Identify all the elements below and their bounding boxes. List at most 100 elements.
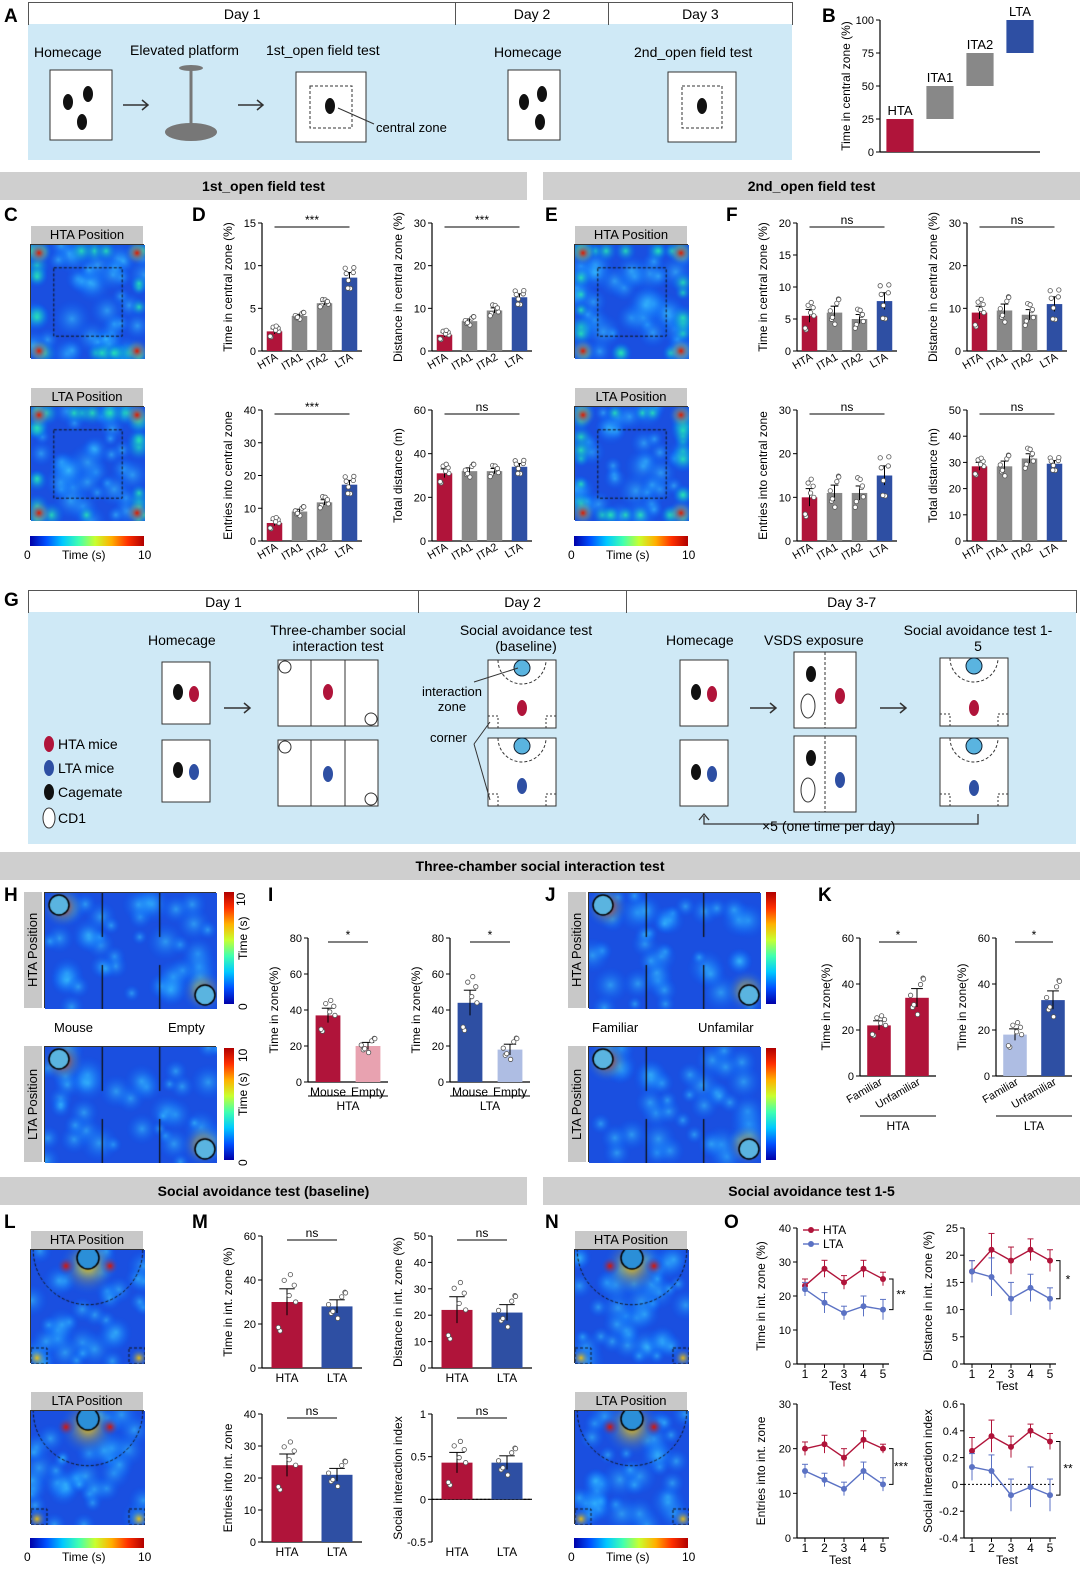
y-tick-label: 30 (244, 438, 256, 450)
x-tick-label: 4 (860, 1541, 867, 1555)
data-point (1022, 465, 1028, 471)
hta-mouse-icon (835, 688, 845, 704)
pointer-line (473, 721, 491, 745)
data-point (836, 474, 842, 480)
heatmap-hta-three-chamber (44, 892, 217, 1009)
y-tick-label: 80 (432, 933, 444, 945)
step-open-field-1: 1st_open field test (266, 42, 380, 58)
significance-label: ns (841, 213, 854, 227)
empty-label: Empty (168, 1020, 205, 1035)
lta-mouse-icon (189, 764, 199, 780)
panel-label-m: M (192, 1212, 208, 1233)
x-tick-label: ITA1 (815, 541, 840, 563)
data-point (1018, 1032, 1025, 1038)
range-label: HTA (887, 103, 912, 118)
colorbar-min: 0 (568, 1550, 575, 1564)
heatmap-canvas (31, 1411, 145, 1525)
data-point (988, 1433, 995, 1440)
data-point (1029, 451, 1036, 457)
data-point (325, 1301, 332, 1308)
bar (801, 315, 818, 351)
data-point (343, 270, 349, 277)
bar (486, 310, 503, 351)
central-zone-pointer (337, 107, 375, 125)
data-point (291, 1282, 297, 1288)
data-point (330, 1308, 336, 1314)
data-point (878, 1020, 884, 1026)
data-point (841, 1454, 847, 1461)
data-point (1055, 294, 1061, 300)
step-homecage-2: Homecage (666, 632, 734, 648)
data-point (977, 306, 984, 313)
legend-cagemate: Cagemate (58, 784, 123, 800)
data-point (1048, 458, 1054, 464)
enclosure-icon (965, 657, 983, 675)
day-label: Day 1 (28, 591, 418, 613)
significance-label: *** (305, 213, 319, 227)
y-axis-label: Distance in central zone (%) (926, 212, 940, 362)
heatmap-hta-three-chamber (588, 892, 761, 1009)
y-tick-label: 30 (949, 218, 961, 230)
data-point (907, 992, 914, 998)
colorbar-label: Time (s) (606, 548, 650, 562)
enclosure-icon (965, 737, 983, 755)
colorbar (574, 536, 688, 546)
heatmap-canvas (31, 407, 145, 521)
chart-f3: 0 10 20 30 Entries into central zone HTA ITA1 I… (756, 400, 897, 563)
x-tick-label: HTA (961, 541, 986, 562)
bar (826, 492, 843, 541)
data-point (504, 1051, 510, 1057)
y-tick-label: 30 (414, 218, 426, 230)
y-tick-label: 10 (946, 1305, 958, 1317)
data-point (877, 283, 883, 289)
heatmap-canvas (31, 1250, 145, 1364)
bar (876, 475, 893, 541)
data-point (494, 305, 501, 311)
y-tick-label: 0 (785, 346, 791, 358)
y-tick-label: 40 (290, 1005, 302, 1017)
cd1-mouse-icon (800, 693, 816, 719)
x-tick-label: ITA2 (840, 541, 865, 563)
data-point (805, 480, 811, 486)
step-open-field-2: 2nd_open field test (634, 44, 753, 60)
panel-label-o: O (724, 1212, 739, 1233)
central-zone (309, 85, 353, 129)
y-tick-label: 20 (779, 1444, 791, 1456)
data-point (860, 1436, 867, 1443)
heatmap-canvas (589, 1047, 761, 1163)
lta-mouse-icon (835, 772, 845, 788)
y-tick-label: 5 (250, 303, 256, 315)
data-point (917, 981, 924, 988)
colorbar (766, 892, 776, 1004)
data-point (512, 1293, 519, 1299)
x-tick-label: LTA (868, 541, 891, 561)
heatmap-canvas (575, 407, 689, 521)
y-tick-label: 15 (244, 218, 256, 230)
bar (1046, 304, 1063, 351)
x-tick-label: 4 (1027, 1541, 1034, 1555)
data-point (1027, 1484, 1034, 1491)
chart-m4: -0.5 0 0.5 1 Social interaction index HTA LTA n… (391, 1404, 532, 1559)
central-zone-label: central zone (376, 120, 447, 135)
y-tick-label: -0.5 (407, 1537, 426, 1549)
lta-mouse-icon (707, 766, 717, 782)
step-homecage: Homecage (148, 632, 216, 648)
chart-m1: 0 20 40 60 Time in int. zone (%) HTA LTA ns (221, 1226, 362, 1385)
data-point (513, 291, 519, 298)
significance-bracket (1056, 1441, 1061, 1496)
range-label: LTA (1009, 6, 1031, 19)
data-point (880, 1481, 886, 1488)
data-point (880, 477, 886, 484)
data-point (978, 296, 984, 302)
heatmap-title-lta: LTA Position (31, 1392, 143, 1410)
data-point (860, 1468, 867, 1474)
cagemate-icon (173, 762, 183, 778)
bar (436, 473, 453, 541)
cup-icon (364, 792, 378, 806)
heatmap-title-hta: HTA Position (568, 892, 586, 1008)
data-point (301, 309, 307, 316)
data-point (463, 1307, 469, 1313)
y-axis-label: Distance in int. zone (%) (921, 1231, 935, 1361)
corner-zone (545, 715, 557, 729)
